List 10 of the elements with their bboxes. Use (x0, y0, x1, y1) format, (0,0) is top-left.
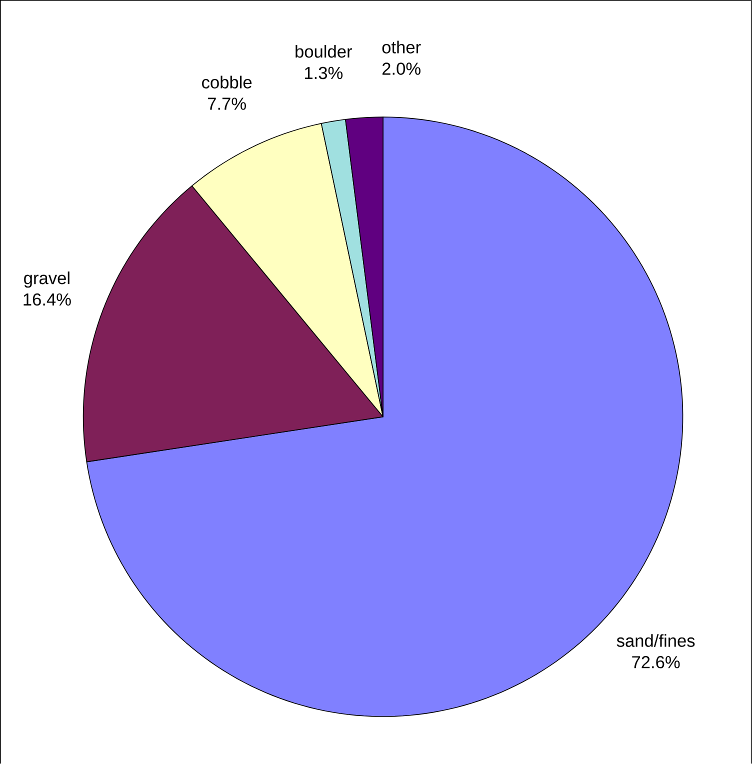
slice-label: sand/fines (616, 634, 695, 647)
data-label: 7.7% (208, 98, 246, 110)
slice-label: gravel (24, 272, 70, 288)
data-label: 1.3% (305, 66, 343, 80)
data-label: 72.6% (632, 656, 680, 668)
slice-label: cobble (202, 76, 252, 88)
slice-label: boulder (296, 45, 352, 58)
slice-label: other (382, 40, 421, 54)
data-label: 2.0% (382, 62, 421, 75)
data-label: 16.4% (24, 293, 72, 306)
